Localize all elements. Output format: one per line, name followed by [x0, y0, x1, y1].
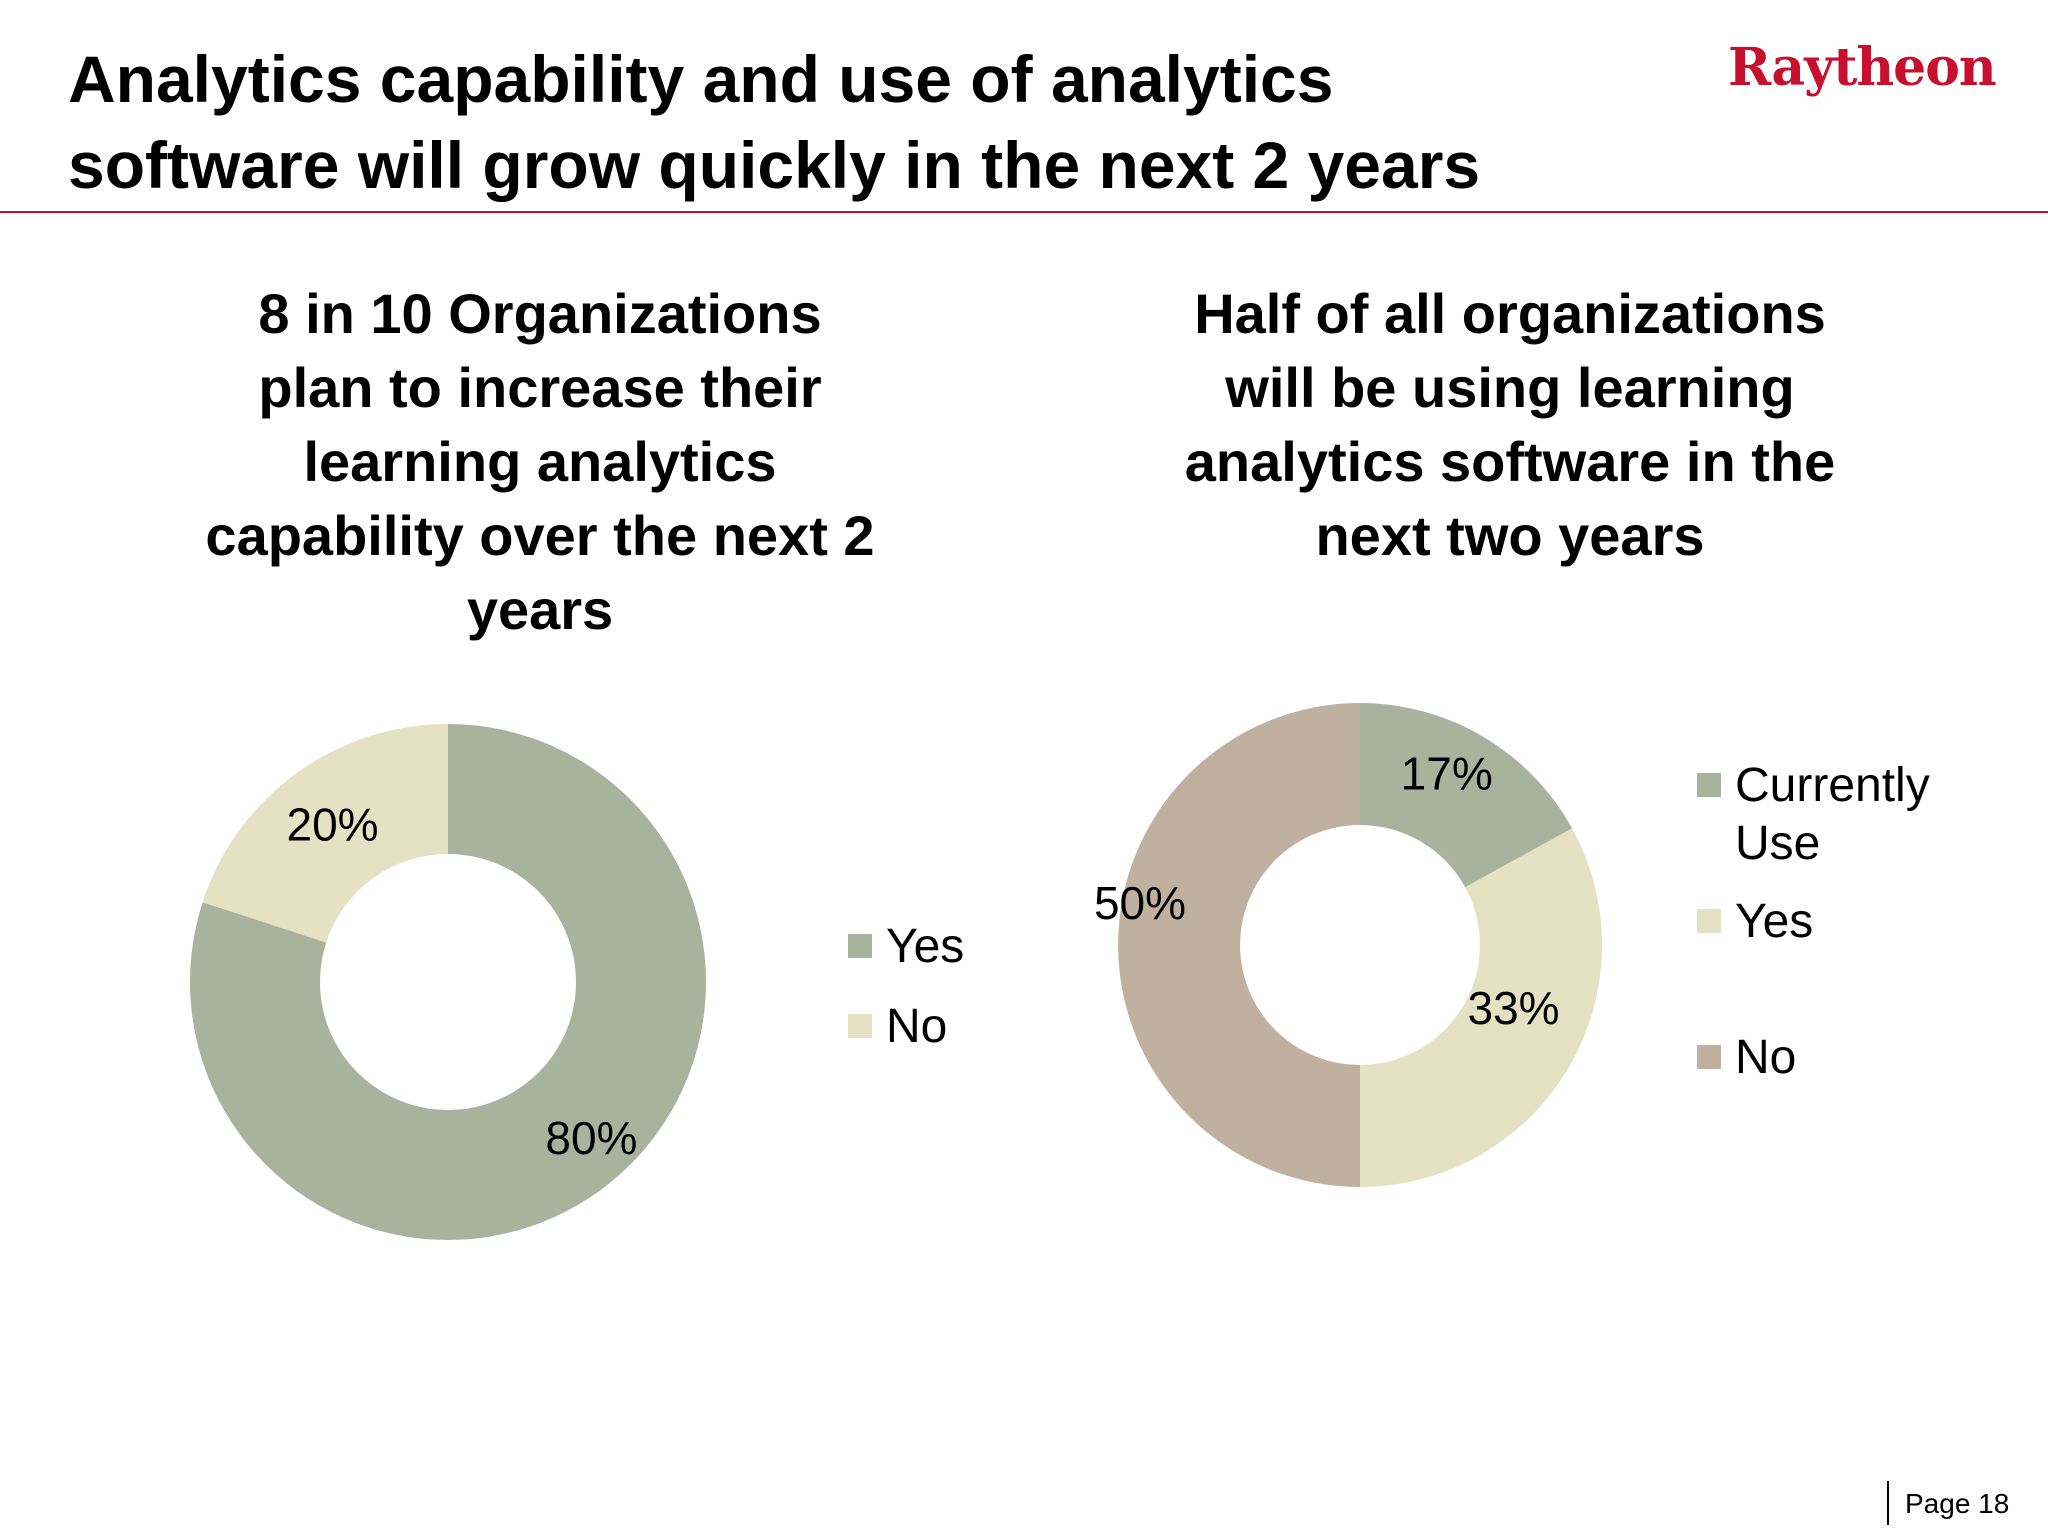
chart-1-title-line-1: 8 in 10 Organizations — [258, 282, 822, 345]
legend-swatch-yes-2 — [1697, 909, 1721, 933]
legend-label-currently-use-line-2: Use — [1735, 817, 1821, 870]
chart-2-title-line-1: Half of all organizations — [1194, 282, 1826, 345]
chart-2-data-label-currently-use: 17% — [1401, 748, 1493, 800]
legend-label-yes-2: Yes — [1735, 895, 1814, 948]
footer-divider — [1887, 1481, 1889, 1525]
chart-1-data-label-no: 20% — [287, 798, 379, 850]
chart-1-title-line-5: years — [466, 578, 614, 641]
chart-2-slice-yes — [1360, 828, 1602, 1187]
legend-swatch-currently-use — [1697, 773, 1721, 797]
chart-2-slice-currently-use — [1360, 703, 1573, 888]
chart-1-title: 8 in 10 Organizations plan to increase t… — [130, 277, 950, 647]
chart-2-data-label-no: 50% — [1094, 877, 1186, 929]
chart-2-legend: Currently Use Yes No — [1697, 757, 1997, 1097]
legend-swatch-yes — [848, 934, 872, 958]
chart-1-legend: Yes No — [848, 918, 1048, 1068]
legend-label-currently-use-line-1: Currently — [1735, 759, 1930, 812]
legend-swatch-no-2 — [1697, 1045, 1721, 1069]
chart-2-title-line-2: will be using learning — [1225, 356, 1795, 419]
legend-label-no: No — [886, 1000, 948, 1053]
chart-1-data-label-yes: 80% — [545, 1112, 637, 1164]
slide-title-line-1: Analytics capability and use of analytic… — [68, 42, 1334, 116]
page-number: Page 18 — [1905, 1488, 2010, 1519]
chart-1-title-line-3: learning analytics — [303, 430, 777, 493]
chart-1-title-line-2: plan to increase their — [258, 356, 822, 419]
chart-2-title-line-3: analytics software in the — [1184, 430, 1836, 493]
chart-2-title-line-4: next two years — [1315, 504, 1705, 567]
title-divider — [0, 211, 2048, 213]
chart-1-slice-yes — [190, 724, 707, 1240]
slide-title: Analytics capability and use of analytic… — [68, 36, 1668, 208]
chart-1-slice-no — [202, 724, 448, 943]
chart-2-title: Half of all organizations will be using … — [1110, 277, 1910, 573]
chart-2-data-label-yes: 33% — [1468, 982, 1560, 1034]
chart-2-slice-no — [1118, 703, 1360, 1187]
legend-swatch-no — [848, 1014, 872, 1038]
legend-label-no-2: No — [1735, 1031, 1797, 1084]
chart-1-title-line-4: capability over the next 2 — [205, 504, 875, 567]
legend-label-yes: Yes — [886, 920, 965, 973]
legend-label-currently-use: Currently Use — [1735, 757, 1930, 873]
raytheon-logo: Raytheon — [1728, 37, 1997, 98]
slide-title-line-2: software will grow quickly in the next 2… — [68, 128, 1481, 202]
